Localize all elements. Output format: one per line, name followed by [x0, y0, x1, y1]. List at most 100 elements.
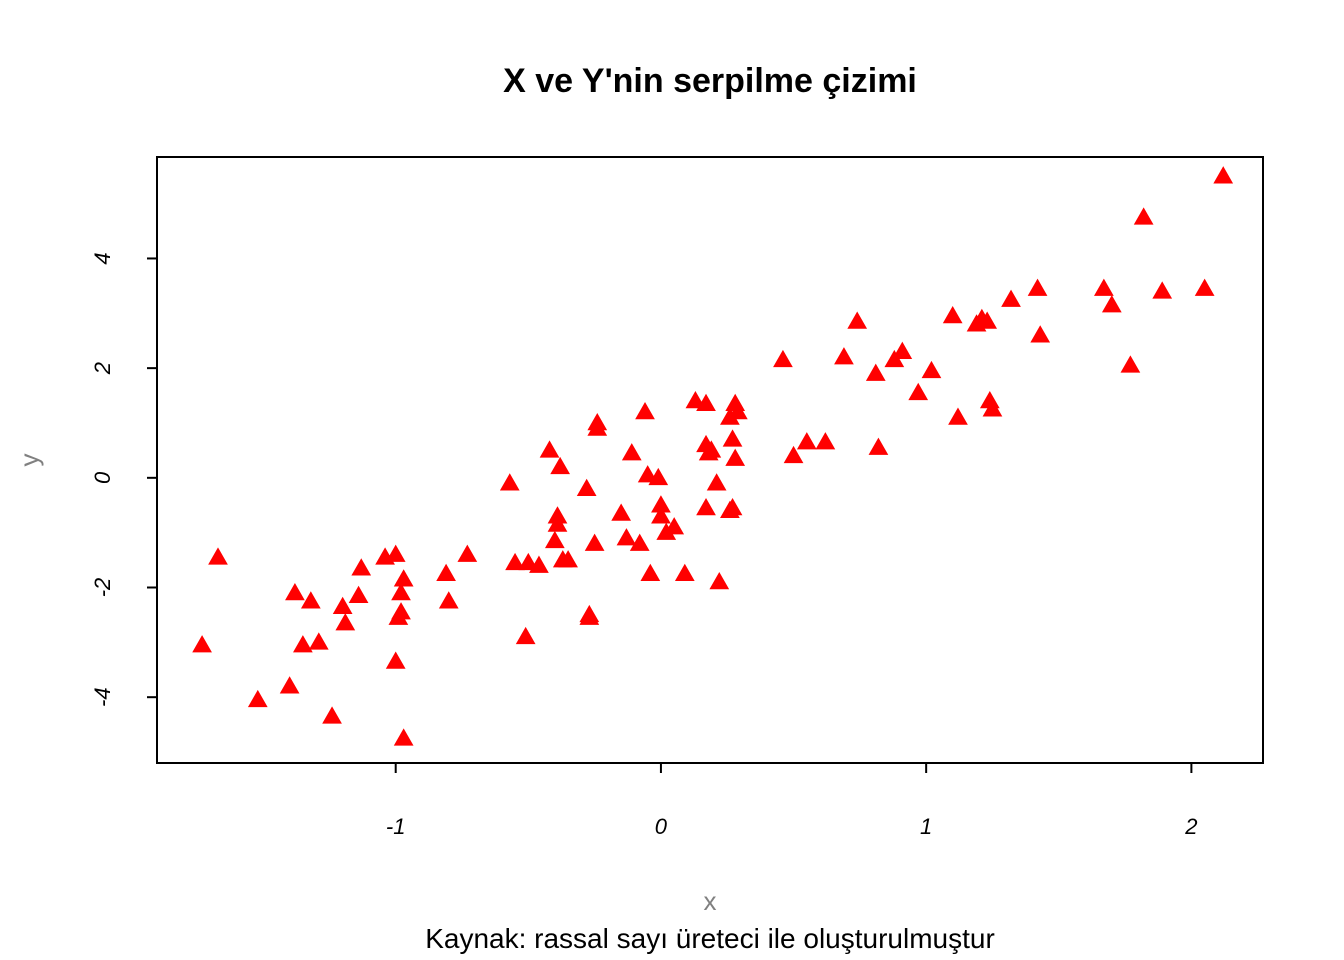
data-point: [308, 632, 329, 650]
data-point: [247, 689, 268, 708]
x-axis-label: x: [704, 886, 717, 916]
data-point: [208, 547, 228, 565]
data-point: [616, 528, 637, 546]
data-point: [584, 533, 605, 551]
y-axis: -4 -2 0 2 4: [90, 252, 157, 707]
data-point: [847, 311, 868, 329]
x-tick-label: 0: [655, 814, 668, 839]
data-point: [685, 391, 706, 409]
data-point: [783, 445, 804, 464]
data-point: [558, 550, 578, 568]
data-point: [696, 393, 716, 412]
data-point: [696, 497, 716, 516]
data-point: [942, 306, 963, 324]
data-point: [709, 572, 730, 590]
data-point: [438, 591, 459, 609]
data-point: [544, 530, 565, 549]
data-point: [773, 349, 793, 368]
data-point: [579, 607, 600, 625]
data-point: [796, 432, 817, 450]
data-point: [948, 407, 968, 425]
chart-caption: Kaynak: rassal sayı üreteci ile oluşturu…: [425, 923, 995, 954]
data-point: [576, 478, 597, 497]
data-point: [285, 582, 305, 601]
data-point: [868, 437, 889, 455]
data-point: [722, 429, 743, 447]
data-point: [385, 544, 406, 562]
x-tick-label: 1: [920, 814, 932, 839]
data-point: [1120, 355, 1141, 373]
data-point: [391, 602, 411, 620]
data-point: [621, 443, 642, 461]
data-point: [550, 456, 571, 475]
data-point: [725, 448, 746, 466]
data-point: [834, 347, 854, 365]
data-point: [701, 440, 722, 458]
data-point: [611, 503, 632, 521]
data-points: [192, 166, 1234, 746]
data-point: [1101, 295, 1122, 313]
data-point: [1027, 278, 1048, 296]
data-point: [539, 440, 560, 458]
data-point: [664, 517, 685, 535]
y-tick-label: -2: [90, 578, 115, 598]
y-tick-label: 0: [90, 471, 115, 484]
y-tick-label: 4: [90, 252, 115, 264]
data-point: [192, 635, 212, 653]
data-point: [640, 563, 661, 582]
data-point: [674, 563, 695, 582]
data-point: [629, 533, 650, 551]
data-point: [1001, 289, 1021, 307]
data-point: [908, 382, 929, 401]
data-point: [892, 341, 913, 359]
data-point: [529, 555, 549, 573]
x-tick-label: -1: [386, 814, 406, 839]
data-point: [393, 728, 414, 746]
data-point: [351, 558, 372, 576]
data-point: [977, 311, 998, 329]
data-point: [637, 465, 658, 483]
data-point: [385, 651, 406, 669]
data-point: [1094, 278, 1114, 296]
data-point: [1030, 325, 1051, 343]
data-point: [436, 563, 456, 582]
data-point: [722, 497, 743, 516]
data-point: [865, 363, 886, 381]
y-tick-label: 2: [90, 362, 115, 375]
data-point: [335, 613, 356, 631]
data-point: [505, 552, 525, 571]
data-point: [727, 402, 748, 420]
data-point: [547, 514, 568, 532]
data-point: [293, 635, 313, 653]
data-point: [1194, 278, 1215, 296]
y-axis-label: y: [14, 454, 44, 467]
data-point: [815, 432, 836, 450]
data-point: [921, 360, 942, 379]
x-tick-label: 2: [1184, 814, 1197, 839]
data-point: [348, 585, 369, 603]
data-point: [322, 706, 342, 724]
data-point: [499, 473, 520, 491]
data-point: [706, 473, 727, 491]
data-point: [332, 596, 353, 614]
data-point: [457, 544, 478, 562]
data-point: [1133, 207, 1154, 225]
x-axis: -1 0 1 2: [386, 763, 1198, 839]
data-point: [982, 399, 1003, 417]
data-point: [1152, 281, 1173, 299]
data-point: [518, 552, 539, 571]
plot-frame: [156, 156, 1264, 764]
data-point: [1213, 166, 1234, 184]
data-point: [635, 402, 655, 420]
data-point: [587, 412, 608, 431]
data-point: [393, 569, 414, 587]
data-point: [515, 626, 536, 645]
y-tick-label: -4: [90, 687, 115, 707]
chart-title: X ve Y'nin serpilme çizimi: [503, 62, 917, 100]
data-point: [651, 506, 671, 524]
data-point: [300, 591, 321, 609]
data-point: [279, 676, 300, 694]
data-point: [391, 582, 411, 601]
data-point: [648, 467, 669, 486]
